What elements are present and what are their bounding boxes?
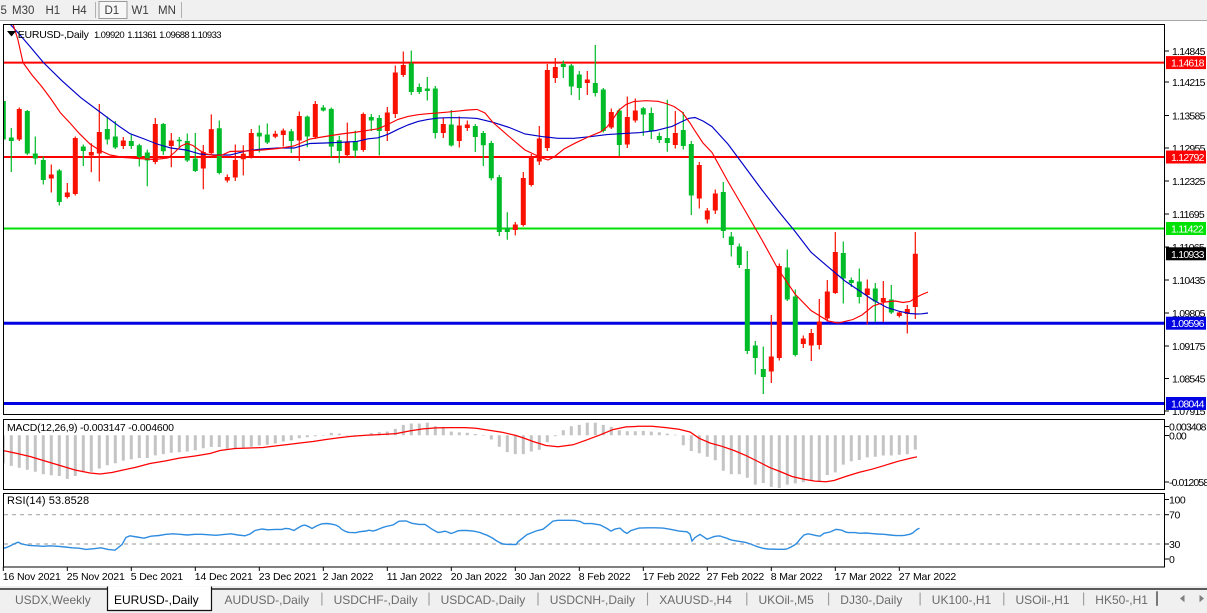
svg-text:8 Feb 2022: 8 Feb 2022 xyxy=(579,571,631,583)
svg-text:1.09175: 1.09175 xyxy=(1172,341,1206,353)
svg-text:30 Jan 2022: 30 Jan 2022 xyxy=(515,571,571,583)
svg-text:27 Feb 2022: 27 Feb 2022 xyxy=(707,571,765,583)
svg-text:16 Nov 2021: 16 Nov 2021 xyxy=(3,571,61,583)
svg-text:-0.012058: -0.012058 xyxy=(1169,477,1207,489)
svg-text:HK50-,H1: HK50-,H1 xyxy=(1095,593,1148,607)
svg-text:1.14215: 1.14215 xyxy=(1172,77,1206,89)
svg-text:1.13585: 1.13585 xyxy=(1172,111,1206,123)
svg-text:0.00: 0.00 xyxy=(1169,431,1187,443)
svg-text:11 Jan 2022: 11 Jan 2022 xyxy=(387,571,443,583)
svg-text:25 Nov 2021: 25 Nov 2021 xyxy=(67,571,125,583)
svg-text:H1: H1 xyxy=(46,5,61,17)
svg-text:14 Dec 2021: 14 Dec 2021 xyxy=(195,571,253,583)
svg-text:1.14845: 1.14845 xyxy=(1172,46,1206,58)
svg-text:1.09596: 1.09596 xyxy=(1171,318,1205,330)
svg-text:17 Feb 2022: 17 Feb 2022 xyxy=(643,571,701,583)
svg-text:0: 0 xyxy=(1169,554,1175,566)
svg-text:30: 30 xyxy=(1169,539,1180,551)
svg-text:1.10435: 1.10435 xyxy=(1172,275,1206,287)
svg-text:EURUSD-,Daily: EURUSD-,Daily xyxy=(114,593,199,607)
svg-text:0.003408: 0.003408 xyxy=(1169,422,1207,434)
svg-text:1.08545: 1.08545 xyxy=(1172,374,1206,386)
svg-text:5 Dec 2021: 5 Dec 2021 xyxy=(131,571,184,583)
svg-text:H4: H4 xyxy=(72,5,87,17)
svg-text:2 Jan 2022: 2 Jan 2022 xyxy=(323,571,374,583)
svg-text:1.11422: 1.11422 xyxy=(1171,224,1204,236)
svg-text:RSI(14) 53.8528: RSI(14) 53.8528 xyxy=(7,495,89,507)
svg-text:1.10933: 1.10933 xyxy=(191,30,221,41)
svg-text:70: 70 xyxy=(1169,510,1180,522)
svg-text:8 Mar 2022: 8 Mar 2022 xyxy=(771,571,823,583)
svg-text:1.11695: 1.11695 xyxy=(1172,209,1205,221)
svg-text:USOil-,H1: USOil-,H1 xyxy=(1016,593,1070,607)
svg-text:UK100-,H1: UK100-,H1 xyxy=(932,593,992,607)
svg-text:EURUSD-,Daily: EURUSD-,Daily xyxy=(18,29,90,41)
svg-text:1.08044: 1.08044 xyxy=(1171,399,1205,411)
svg-text:17 Mar 2022: 17 Mar 2022 xyxy=(835,571,893,583)
svg-text:USDCHF-,Daily: USDCHF-,Daily xyxy=(334,593,418,607)
svg-text:5: 5 xyxy=(1,5,7,17)
svg-text:W1: W1 xyxy=(132,5,149,17)
svg-text:100: 100 xyxy=(1169,495,1186,507)
svg-text:1.12792: 1.12792 xyxy=(1171,152,1205,164)
svg-text:1.10933: 1.10933 xyxy=(1171,249,1205,261)
svg-text:1.09688: 1.09688 xyxy=(159,30,189,41)
svg-text:27 Mar 2022: 27 Mar 2022 xyxy=(899,571,957,583)
svg-text:MACD(12,26,9) -0.003147 -0.004: MACD(12,26,9) -0.003147 -0.004600 xyxy=(7,422,174,434)
svg-text:20 Jan 2022: 20 Jan 2022 xyxy=(451,571,507,583)
svg-text:M30: M30 xyxy=(12,5,34,17)
svg-text:USDCAD-,Daily: USDCAD-,Daily xyxy=(441,593,526,607)
svg-text:DJ30-,Daily: DJ30-,Daily xyxy=(840,593,902,607)
svg-text:D1: D1 xyxy=(105,5,120,17)
svg-text:USDX,Weekly: USDX,Weekly xyxy=(15,593,91,607)
svg-text:1.09920: 1.09920 xyxy=(94,30,124,41)
svg-text:UKOil-,M5: UKOil-,M5 xyxy=(759,593,815,607)
svg-text:23 Dec 2021: 23 Dec 2021 xyxy=(259,571,317,583)
svg-text:XAUUSD-,H4: XAUUSD-,H4 xyxy=(659,593,732,607)
svg-text:1.12325: 1.12325 xyxy=(1172,176,1206,188)
svg-text:1.14618: 1.14618 xyxy=(1171,58,1205,70)
svg-text:AUDUSD-,Daily: AUDUSD-,Daily xyxy=(225,593,310,607)
svg-text:1.11361: 1.11361 xyxy=(127,30,157,41)
svg-text:USDCNH-,Daily: USDCNH-,Daily xyxy=(550,593,635,607)
svg-text:MN: MN xyxy=(158,5,176,17)
